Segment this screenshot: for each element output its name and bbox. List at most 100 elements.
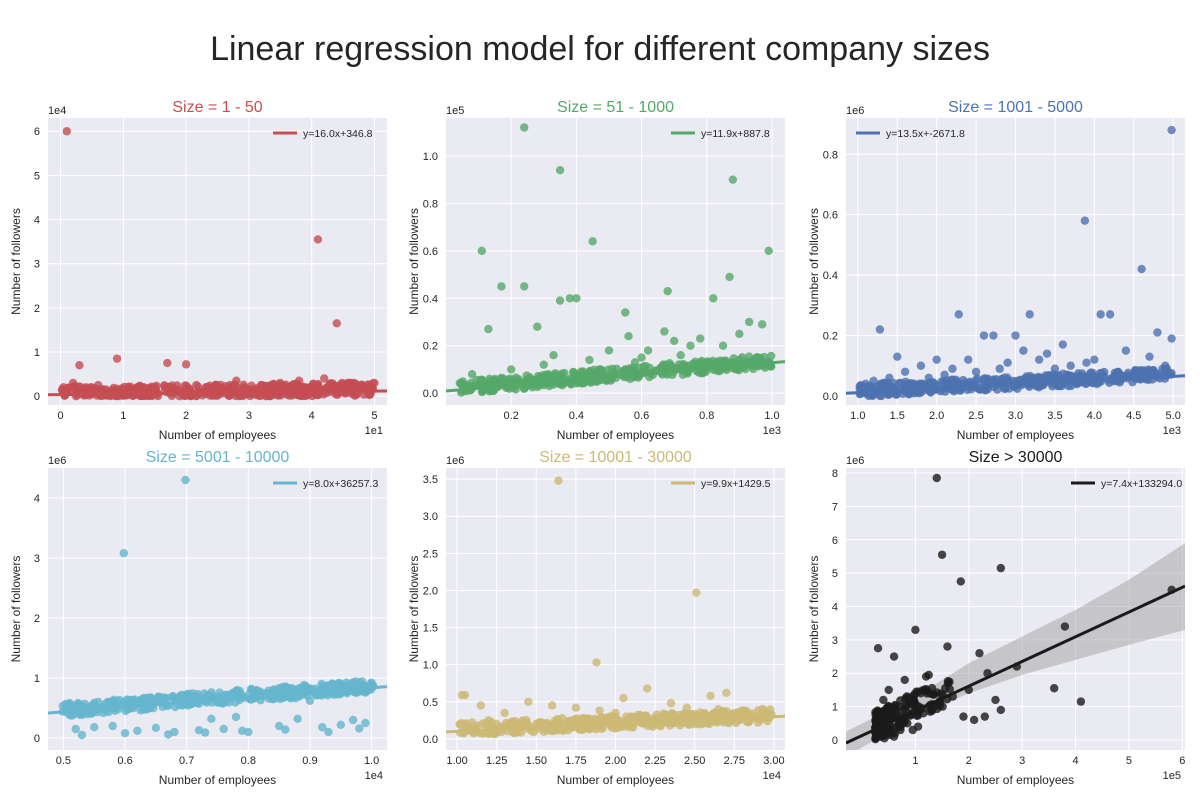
data-point [1167, 334, 1176, 343]
x-tick-label: 3.00 [763, 755, 784, 767]
data-point [696, 334, 705, 343]
data-point [1019, 346, 1028, 355]
data-point [666, 699, 676, 708]
data-point [916, 361, 926, 370]
data-point [571, 703, 581, 712]
x-offset-label: 1e4 [763, 770, 781, 782]
x-offset-label: 1e5 [1163, 770, 1181, 782]
data-point [896, 725, 905, 735]
data-point [879, 695, 888, 705]
data-point [892, 390, 901, 399]
data-point [1067, 371, 1076, 381]
y-tick-label: 1.5 [423, 623, 438, 635]
data-point [912, 711, 922, 721]
subplot-6: 1 2 3 4 5 6 0 1 2 3 4 5 6 7 8 1e5 1e6 Size > 30000 Number … [807, 449, 1185, 787]
legend-label: y=13.5x+-2671.8 [886, 128, 965, 140]
y-tick-label: 0 [34, 733, 40, 745]
data-point [175, 691, 185, 701]
data-point [181, 360, 191, 369]
x-tick-label: 2.75 [724, 755, 745, 767]
data-point [490, 374, 500, 384]
data-point [1090, 355, 1099, 364]
y-offset-label: 1e6 [846, 105, 864, 117]
data-point [150, 383, 159, 392]
data-point [133, 726, 142, 735]
data-point [163, 358, 172, 368]
data-point [305, 696, 315, 705]
data-point [565, 294, 575, 303]
data-point [572, 294, 581, 303]
data-point [75, 361, 84, 370]
data-point [151, 723, 161, 732]
data-point [477, 246, 487, 256]
data-point [539, 360, 548, 369]
y-tick-label: 5 [34, 170, 40, 182]
data-point [522, 715, 531, 725]
data-point [231, 698, 240, 707]
data-point [484, 716, 493, 725]
confidence-band [846, 543, 1185, 750]
data-point [520, 282, 529, 291]
data-point [902, 692, 912, 701]
data-point [878, 712, 887, 721]
y-tick-label: 8 [832, 468, 838, 480]
data-point [1034, 355, 1044, 364]
x-axis-label: Number of employees [557, 428, 674, 442]
regression-line [48, 389, 387, 397]
y-tick-label: 3 [34, 259, 40, 271]
data-point [323, 682, 333, 691]
data-point [554, 476, 563, 485]
data-point [595, 706, 604, 715]
x-axis-label: Number of employees [557, 773, 674, 787]
y-tick-label: 3.0 [423, 511, 438, 523]
data-point [993, 385, 1002, 394]
data-point [99, 708, 108, 718]
data-point [706, 691, 715, 701]
data-point [909, 690, 919, 699]
y-axis-label: Number of followers [807, 208, 821, 315]
y-tick-label: 0.6 [823, 210, 838, 222]
legend-label: y=9.9x+1429.5 [701, 478, 771, 490]
y-tick-label: 0.4 [423, 293, 438, 305]
data-point [884, 685, 893, 695]
x-tick-label: 1 [912, 755, 918, 767]
y-offset-label: 1e6 [48, 455, 66, 467]
data-point [954, 310, 963, 319]
data-point [1025, 310, 1034, 319]
subplot-title: Size = 5001 - 10000 [146, 449, 290, 466]
data-point [619, 693, 628, 703]
data-point [1058, 340, 1068, 349]
regression-line [48, 685, 387, 715]
data-point [67, 711, 77, 720]
data-point [370, 378, 379, 388]
data-point [555, 296, 565, 305]
data-point [876, 379, 885, 389]
data-point [232, 376, 241, 385]
data-point [1066, 361, 1075, 370]
data-point [871, 732, 881, 742]
data-point [520, 123, 529, 132]
data-point [579, 713, 589, 723]
data-point [162, 382, 171, 392]
data-point [973, 374, 982, 383]
data-point [888, 382, 897, 392]
y-tick-label: 0.8 [423, 198, 438, 210]
y-axis-label: Number of followers [407, 208, 421, 315]
y-tick-label: 0.0 [823, 391, 838, 403]
legend: y=7.4x+133294.0 [1071, 478, 1182, 490]
data-point [687, 709, 696, 719]
data-point [887, 712, 896, 721]
data-point [108, 721, 117, 731]
x-tick-label: 3.0 [1008, 410, 1023, 422]
data-point [895, 702, 904, 711]
subplot-title: Size = 1001 - 5000 [948, 99, 1083, 116]
data-point [345, 378, 354, 388]
data-point [71, 724, 80, 734]
x-tick-label: 1.0 [850, 410, 865, 422]
data-point [476, 701, 486, 710]
data-point [924, 670, 933, 680]
y-tick-label: 3.5 [423, 474, 438, 486]
data-point [682, 703, 691, 712]
plot-content [446, 123, 785, 397]
data-point [361, 718, 370, 728]
